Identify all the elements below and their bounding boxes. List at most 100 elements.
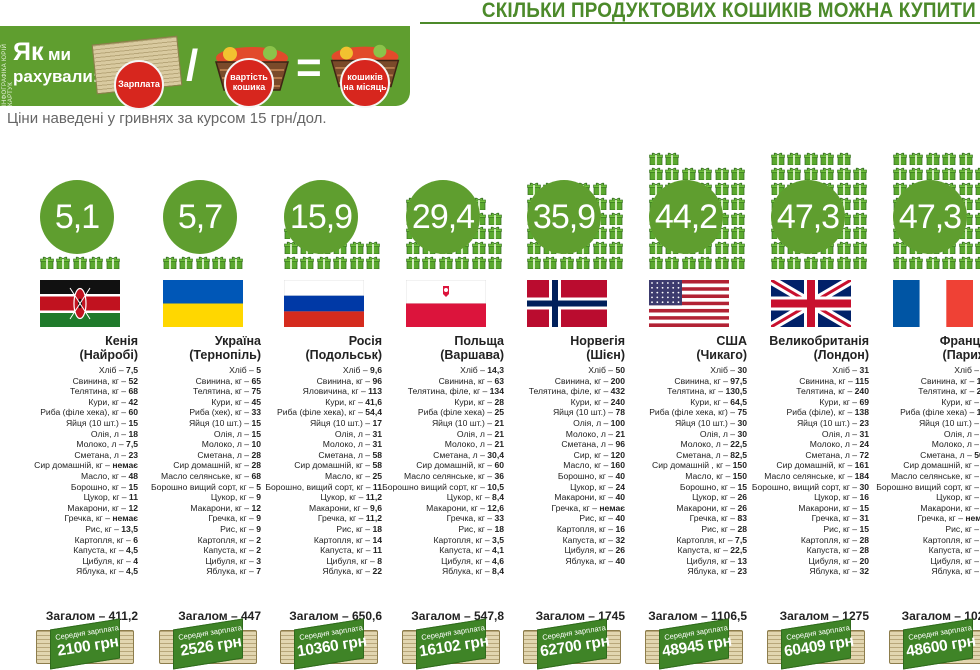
price-item: Молоко, л – 14: [876, 439, 980, 450]
basket-mark: [975, 182, 980, 195]
price-item: Масло, кг – 150: [649, 471, 747, 482]
basket-mark: [333, 256, 347, 269]
price-item: Яблука, кг – 32: [752, 566, 869, 577]
basket-mark: [698, 256, 712, 269]
price-item: Борошно, вищий сорт, кг – 11: [265, 482, 382, 493]
price-item: Хліб – 30: [649, 365, 747, 376]
price-item: Сметана, л – 23: [34, 450, 138, 461]
price-item: Олія, л – 18: [34, 429, 138, 440]
basket-mark: [609, 226, 623, 239]
price-item: Кури, кг – 41,6: [265, 397, 382, 408]
price-item: Яблука, кг – 4,5: [34, 566, 138, 577]
price-item: Цукор, кг – 26: [649, 492, 747, 503]
country-label: Великобританія: [769, 334, 869, 348]
price-item: Кури, кг – 240: [529, 397, 625, 408]
price-item: Яйця (10 шт.) – 23: [752, 418, 869, 429]
basket-mark: [853, 241, 867, 254]
basket-count-circle: 44,2: [649, 180, 723, 254]
price-item: Яйця (10 шт.) – 78: [529, 407, 625, 418]
basket-count-circle: 29,4: [406, 180, 480, 254]
price-item: Цукор, кг – 24: [529, 482, 625, 493]
basket-mark: [975, 226, 980, 239]
price-item: Макарони, кг – 12: [34, 503, 138, 514]
basket-mark: [804, 152, 818, 165]
price-item: Гречка, кг – 9: [151, 513, 261, 524]
price-item: Яблука, кг – 31: [876, 566, 980, 577]
price-item: Цукор, кг – 24: [876, 492, 980, 503]
price-item: Картопля, кг – 6: [34, 535, 138, 546]
basket-mark: [975, 197, 980, 210]
price-item: Кури, кг – 28: [382, 397, 504, 408]
price-item: Молоко, л – 7,5: [34, 439, 138, 450]
price-item: Цукор, кг – 9: [151, 492, 261, 503]
basket-mark: [893, 152, 907, 165]
price-item: Гречка, кг – немає: [529, 503, 625, 514]
country-label: Польща: [440, 334, 504, 348]
price-item: Картопля, кг – 16: [529, 524, 625, 535]
price-item: Телятина, кг – 270: [876, 386, 980, 397]
country-label: Росія: [305, 334, 382, 348]
basket-mark: [196, 256, 210, 269]
basket-mark: [837, 152, 851, 165]
price-item: Капуста, кг – 22,5: [649, 545, 747, 556]
price-item: Сир, кг – 120: [529, 450, 625, 461]
flag-russia-icon: [284, 280, 364, 327]
price-item: Олія, л – 31: [265, 429, 382, 440]
price-item: Цукор, кг – 8,4: [382, 492, 504, 503]
country-name: Україна(Тернопіль): [189, 334, 261, 363]
price-item: Картопля, кг – 7,5: [649, 535, 747, 546]
city-label: (Чикаго): [696, 348, 747, 362]
basket-mark: [942, 152, 956, 165]
basket-mark: [926, 152, 940, 165]
basket-mark: [609, 256, 623, 269]
basket-mark: [593, 256, 607, 269]
basket-mark: [649, 167, 663, 180]
basket-count-circle: 15,9: [284, 180, 358, 254]
basket-mark: [959, 167, 973, 180]
basket-mark: [317, 256, 331, 269]
city-label: (Найробі): [80, 348, 138, 362]
basket-mark: [853, 182, 867, 195]
price-item: Капуста, кг – 2: [151, 545, 261, 556]
price-item: Сметана, л – 50,5: [876, 450, 980, 461]
price-item: Кури, кг – 42: [34, 397, 138, 408]
basket-mark: [40, 256, 54, 269]
price-item: Масло, кг – 25: [265, 471, 382, 482]
price-item: Олія, л – 21: [382, 429, 504, 440]
price-item: Яблука, кг – 23: [649, 566, 747, 577]
price-item: Яйця (10 шт.) – 21: [382, 418, 504, 429]
price-item: Телятина, кг – 240: [752, 386, 869, 397]
total-cost: Загалом – 547,8: [411, 609, 504, 623]
price-item: Цибуля, кг – 20: [752, 556, 869, 567]
basket-mark: [609, 197, 623, 210]
price-item: Яйця (10 шт.) – 26: [876, 418, 980, 429]
price-item: Риба (філе хека) – 108: [876, 407, 980, 418]
price-item: Свинина, кг – 154: [876, 376, 980, 387]
price-item: Молоко, л – 22,5: [649, 439, 747, 450]
basket-mark: [649, 256, 663, 269]
basket-mark: [820, 152, 834, 165]
price-item: Яйця (10 шт.) – 15: [34, 418, 138, 429]
price-item: Кури, кг – 64,5: [649, 397, 747, 408]
basket-count-circle: 47,3: [893, 180, 967, 254]
flag-uk-icon: [771, 280, 851, 327]
basket-mark: [455, 256, 469, 269]
price-item: Сметана, л – 30,4: [382, 450, 504, 461]
basket-mark: [926, 167, 940, 180]
price-item: Свинина, кг – 65: [151, 376, 261, 387]
price-item: Сир домашній, кг – 58: [265, 460, 382, 471]
basket-mark: [488, 212, 502, 225]
basket-mark: [422, 256, 436, 269]
price-item: Кури, кг – 69: [752, 397, 869, 408]
price-item: Хліб – 5: [151, 365, 261, 376]
city-label: (Париж): [940, 348, 980, 362]
basket-mark: [406, 256, 420, 269]
